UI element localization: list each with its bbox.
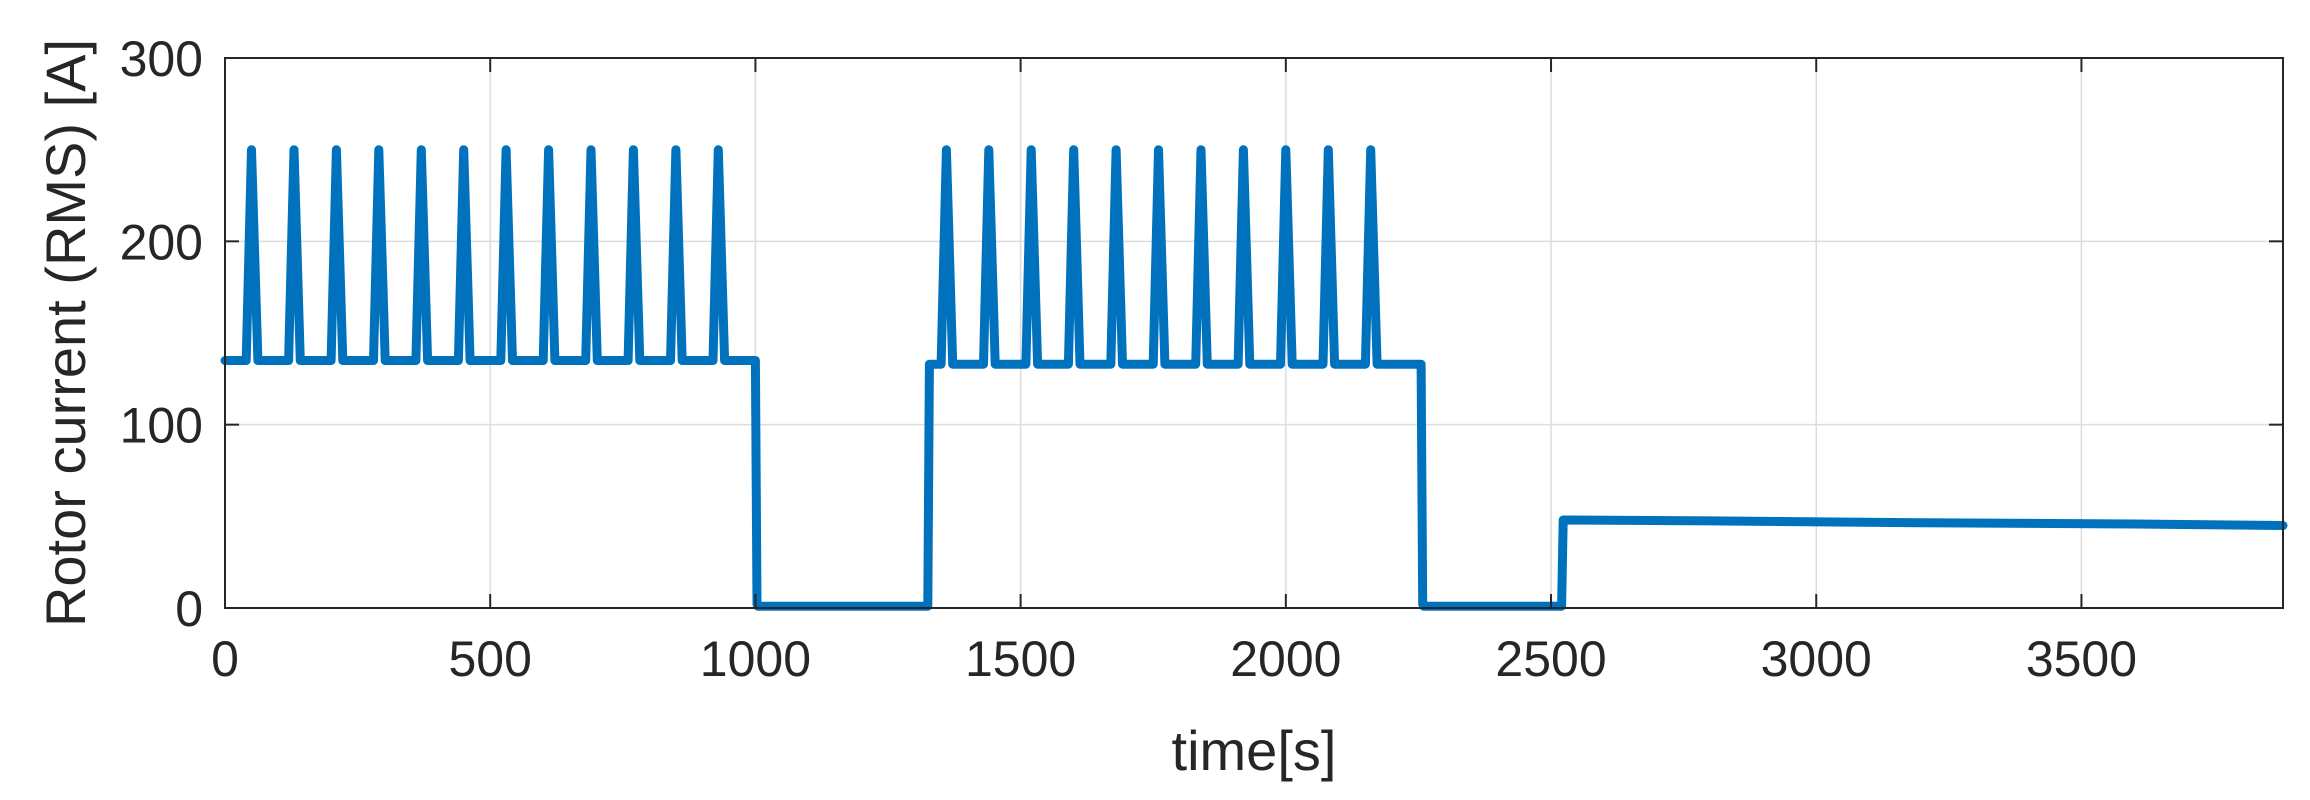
series-line-0 xyxy=(220,145,2288,611)
x-tick-label: 0 xyxy=(211,631,239,687)
x-tick-label: 1500 xyxy=(965,631,1076,687)
plot-frame xyxy=(224,57,2284,609)
ticks: 0 500 1000 1500 2000 2500 3000 3500 0 100 200 300 xyxy=(120,31,2283,687)
x-tick-label: 2000 xyxy=(1230,631,1341,687)
x-tick-label: 3500 xyxy=(2026,631,2137,687)
x-tick-label: 3000 xyxy=(1761,631,1872,687)
y-axis-label: Rotor current (RMS) [A] xyxy=(34,39,97,627)
x-axis-label: time[s] xyxy=(1172,719,1337,782)
y-tick-label: 0 xyxy=(175,581,203,637)
y-tick-label: 100 xyxy=(120,398,203,454)
y-tick-label: 300 xyxy=(120,31,203,87)
x-tick-label: 1000 xyxy=(700,631,811,687)
x-tick-label: 500 xyxy=(448,631,531,687)
series-group xyxy=(220,145,2288,611)
x-tick-label: 2500 xyxy=(1495,631,1606,687)
y-tick-label: 200 xyxy=(120,214,203,270)
